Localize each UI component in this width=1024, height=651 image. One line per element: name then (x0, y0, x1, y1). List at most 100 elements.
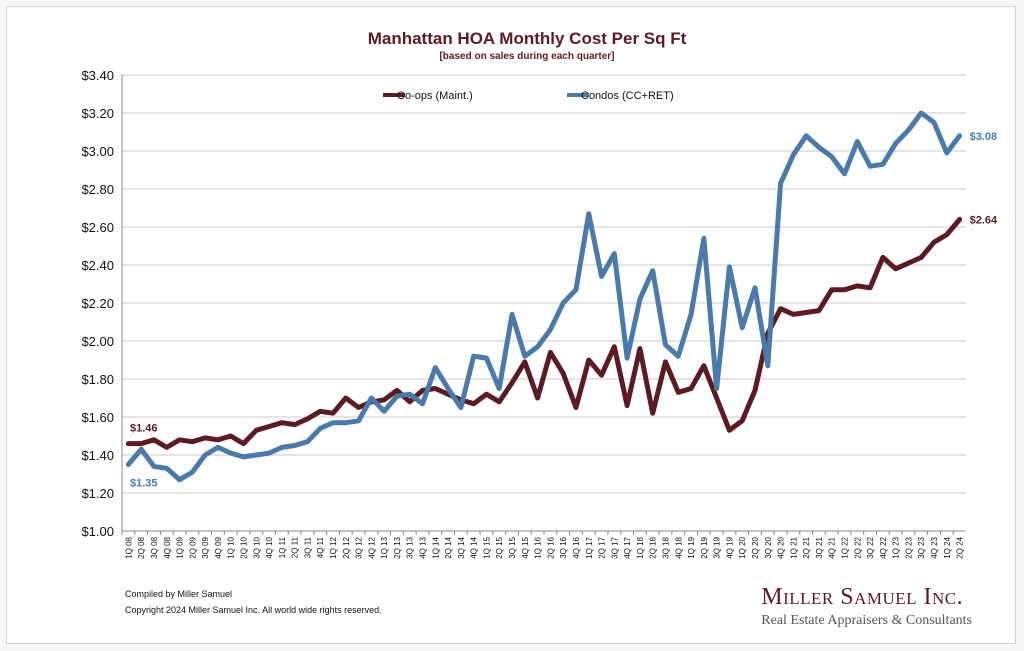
x-tick-label: 4Q 22 (879, 536, 888, 558)
condos-end-label: $3.08 (970, 131, 998, 143)
x-tick-label: 2Q 12 (342, 536, 351, 558)
x-tick-label: 1Q 14 (431, 536, 440, 558)
y-tick-label: $2.60 (81, 220, 114, 235)
gridlines (122, 74, 966, 532)
copyright-note: Copyright 2024 Miller Samuel Inc. All wo… (125, 605, 382, 615)
y-tick-label: $3.40 (81, 68, 114, 83)
x-tick-label: 1Q 15 (482, 536, 491, 558)
x-tick-label: 4Q 16 (572, 536, 581, 558)
x-tick-label: 4Q 15 (521, 536, 530, 558)
x-tick-label: 4Q 23 (930, 536, 939, 558)
series-lines (125, 110, 963, 483)
x-tick-label: 4Q 10 (265, 536, 274, 558)
x-tick-label: 2Q 17 (598, 536, 607, 558)
x-tick-label: 2Q 15 (495, 536, 504, 558)
x-tick-label: 1Q 21 (789, 536, 798, 558)
brand-name: Miller Samuel Inc. (761, 584, 964, 610)
legend: Co-ops (Maint.) Condos (CC+RET) (383, 90, 674, 102)
x-tick-label: 4Q 11 (316, 536, 325, 558)
x-tick-label: 4Q 21 (828, 536, 837, 558)
x-tick-label: 4Q 13 (419, 536, 428, 558)
x-tick-label: 2Q 19 (700, 536, 709, 558)
x-tick-label: 1Q 18 (636, 536, 645, 558)
x-tick-label: 1Q 16 (534, 536, 543, 558)
x-tick-label: 3Q 11 (303, 536, 312, 558)
x-tick-label: 1Q 23 (892, 536, 901, 558)
x-tick-label: 3Q 14 (457, 536, 466, 558)
y-axis: $1.00 $1.20 $1.40 $1.60 $1.80 $2.00 $2.20 $2.40… (81, 68, 123, 539)
y-tick-label: $1.80 (81, 372, 114, 387)
coops-start-label: $1.46 (130, 423, 158, 435)
y-tick-label: $2.20 (81, 296, 114, 311)
x-tick-label: 4Q 19 (725, 536, 734, 558)
x-tick-label: 4Q 12 (367, 536, 376, 558)
x-tick-label: 4Q 17 (623, 536, 632, 558)
x-tick-label: 3Q 21 (815, 536, 824, 558)
x-tick-label: 2Q 23 (904, 536, 913, 558)
x-tick-label: 1Q 11 (278, 536, 287, 558)
x-tick-label: 2Q 10 (239, 536, 248, 558)
x-tick-label: 2Q 11 (291, 536, 300, 558)
x-tick-label: 2Q 20 (751, 536, 760, 558)
compiled-by-note: Compiled by Miller Samuel (125, 589, 233, 599)
x-tick-label: 3Q 10 (252, 536, 261, 558)
x-tick-label: 4Q 14 (470, 536, 479, 558)
x-tick-label: 3Q 15 (508, 536, 517, 558)
x-tick-label: 1Q 10 (227, 536, 236, 558)
x-tick-label: 1Q 19 (687, 536, 696, 558)
data-labels: $1.46 $1.35 $2.64 $3.08 (130, 131, 998, 490)
brand-tagline: Real Estate Appraisers & Consultants (761, 613, 972, 628)
x-tick-label: 2Q 18 (649, 536, 658, 558)
x-tick-label: 3Q 23 (917, 536, 926, 558)
x-axis: 1Q 08 2Q 08 3Q 08 4Q 08 1Q 09 2Q 09 3Q 09 4Q 09… (121, 531, 965, 559)
y-tick-label: $3.00 (81, 144, 114, 159)
x-tick-label: 2Q 21 (802, 536, 811, 558)
x-tick-label: 4Q 18 (674, 536, 683, 558)
x-tick-label: 4Q 09 (214, 536, 223, 558)
x-tick-label: 1Q 09 (176, 536, 185, 558)
x-tick-label: 2Q 14 (444, 536, 453, 558)
y-tick-label: $1.00 (81, 524, 114, 539)
x-tick-label: 3Q 17 (610, 536, 619, 558)
x-tick-label: 3Q 13 (406, 536, 415, 558)
chart-subtitle: [based on sales during each quarter] (439, 51, 614, 62)
x-tick-label: 3Q 12 (355, 536, 364, 558)
x-tick-label: 3Q 09 (201, 536, 210, 558)
legend-label: Co-ops (Maint.) (397, 90, 473, 102)
y-tick-label: $1.20 (81, 486, 114, 501)
x-tick-label: 3Q 18 (661, 536, 670, 558)
x-tick-label: 3Q 08 (150, 536, 159, 558)
x-tick-label: 2Q 13 (393, 536, 402, 558)
x-tick-label: 2Q 16 (546, 536, 555, 558)
x-tick-label: 1Q 13 (380, 536, 389, 558)
x-tick-label: 2Q 09 (188, 536, 197, 558)
x-tick-label: 1Q 22 (841, 536, 850, 558)
x-tick-label: 1Q 12 (329, 536, 338, 558)
x-tick-label: 4Q 20 (777, 536, 786, 558)
x-tick-label: 1Q 17 (585, 536, 594, 558)
x-tick-label: 1Q 20 (738, 536, 747, 558)
legend-label: Condos (CC+RET) (581, 90, 674, 102)
x-tick-label: 3Q 20 (764, 536, 773, 558)
y-tick-label: $1.60 (81, 410, 114, 425)
x-tick-label: 2Q 08 (137, 536, 146, 558)
condos-start-label: $1.35 (130, 478, 158, 490)
x-tick-label: 2Q 24 (956, 536, 965, 558)
y-tick-label: $2.80 (81, 182, 114, 197)
x-tick-label: 2Q 22 (853, 536, 862, 558)
y-tick-label: $3.20 (81, 106, 114, 121)
brand-logo: Miller Samuel Inc. Real Estate Appraiser… (761, 584, 972, 629)
x-tick-label: 3Q 19 (713, 536, 722, 558)
series-line-condos (125, 110, 963, 483)
x-tick-label: 3Q 22 (866, 536, 875, 558)
chart-title: Manhattan HOA Monthly Cost Per Sq Ft (368, 29, 687, 48)
coops-end-label: $2.64 (970, 214, 998, 226)
y-tick-label: $1.40 (81, 448, 114, 463)
x-tick-label: 4Q 08 (163, 536, 172, 558)
y-tick-label: $2.00 (81, 334, 114, 349)
x-tick-label: 3Q 16 (559, 536, 568, 558)
y-tick-label: $2.40 (81, 258, 114, 273)
x-tick-label: 1Q 08 (124, 536, 133, 558)
series-line-coops (125, 216, 963, 450)
